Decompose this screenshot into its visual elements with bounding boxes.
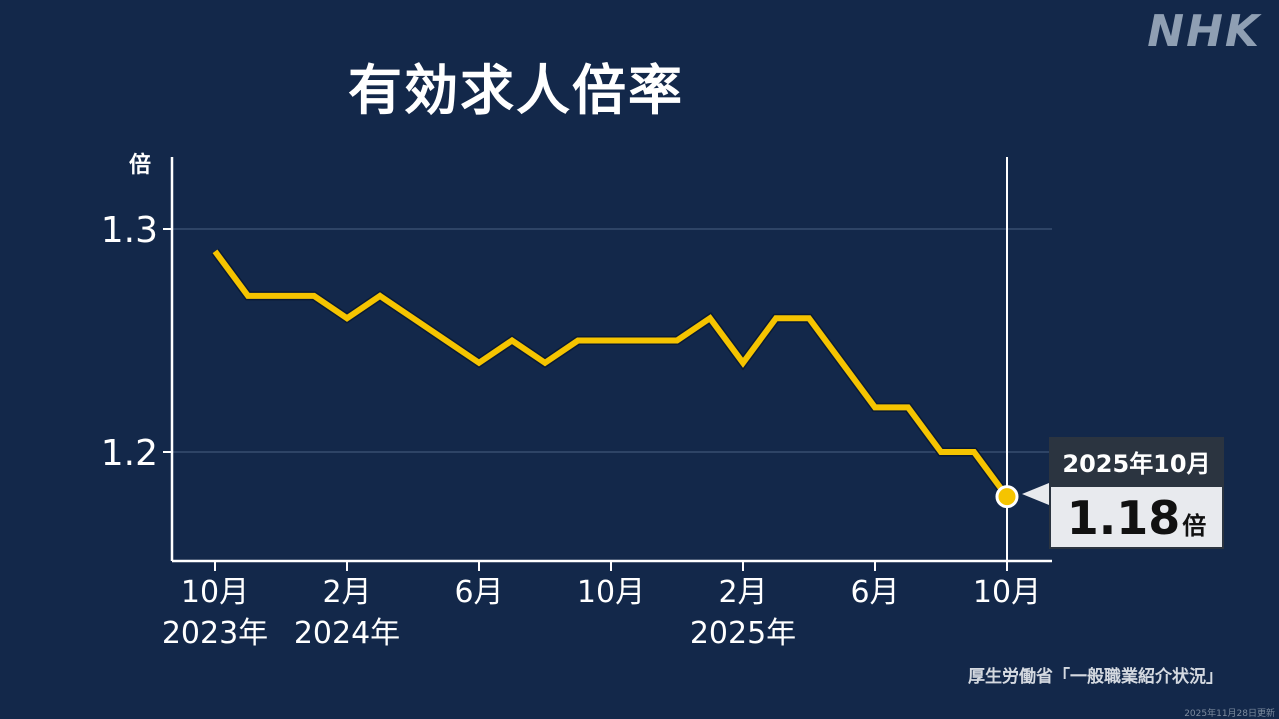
axes xyxy=(170,157,1052,563)
y-tick-label: 1.2 xyxy=(101,433,158,474)
series-line xyxy=(212,249,1010,499)
x-tick-month: 6月 xyxy=(454,575,503,610)
callout-pointer-icon xyxy=(1022,483,1049,505)
x-tick-year: 2023年 xyxy=(162,616,268,651)
x-tick-month: 2月 xyxy=(718,575,767,610)
x-tick-month: 10月 xyxy=(577,575,645,610)
source-credit: 厚生労働省「一般職業紹介状況」 xyxy=(968,667,1223,687)
x-tick-month: 10月 xyxy=(181,575,249,610)
series-line-shadow xyxy=(211,248,1011,500)
x-tick-year: 2025年 xyxy=(690,616,796,651)
callout-unit: 倍 xyxy=(1182,512,1207,540)
gridlines xyxy=(172,228,1052,453)
y-axis-unit: 倍 xyxy=(129,152,151,178)
updated-date: 2025年11月28日更新 xyxy=(1184,709,1275,719)
chart-title: 有効求人倍率 xyxy=(348,59,684,122)
y-axis-ticks: 1.2 1.3 xyxy=(101,210,172,474)
x-axis-ticks: 10月 2023年 2月 2024年 6月 10月 2月 2025年 6月 10月 xyxy=(162,561,1041,651)
x-tick-year: 2024年 xyxy=(294,616,400,651)
y-tick-label: 1.3 xyxy=(101,210,158,251)
callout-period: 2025年10月 xyxy=(1049,437,1224,485)
x-tick-month: 2月 xyxy=(322,575,371,610)
latest-data-point xyxy=(995,485,1019,509)
callout-value: 1.18 xyxy=(1066,491,1181,545)
nhk-logo: NHK xyxy=(1147,6,1261,57)
x-tick-month: 10月 xyxy=(973,575,1041,610)
callout-value-box: 1.18 倍 xyxy=(1049,485,1224,549)
x-tick-month: 6月 xyxy=(850,575,899,610)
